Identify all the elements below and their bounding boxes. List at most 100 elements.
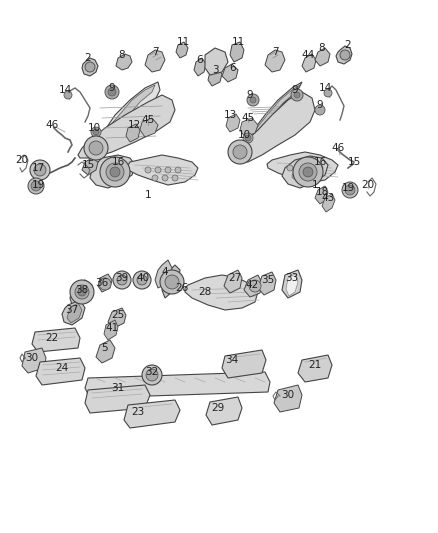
- Polygon shape: [208, 68, 222, 86]
- Text: 5: 5: [102, 343, 108, 353]
- Polygon shape: [315, 48, 330, 66]
- Circle shape: [324, 89, 332, 97]
- Polygon shape: [194, 58, 206, 76]
- Text: 18: 18: [315, 187, 328, 197]
- Circle shape: [105, 85, 119, 99]
- Circle shape: [292, 173, 298, 179]
- Polygon shape: [85, 82, 160, 152]
- Text: 22: 22: [46, 333, 59, 343]
- Circle shape: [155, 167, 161, 173]
- Text: 28: 28: [198, 287, 212, 297]
- Circle shape: [113, 271, 131, 289]
- Circle shape: [228, 140, 252, 164]
- Polygon shape: [298, 355, 332, 382]
- Polygon shape: [96, 340, 115, 363]
- Circle shape: [293, 157, 323, 187]
- Circle shape: [250, 97, 256, 103]
- Text: 9: 9: [247, 90, 253, 100]
- Circle shape: [243, 133, 253, 143]
- Text: 44: 44: [301, 50, 314, 60]
- Text: 10: 10: [237, 130, 251, 140]
- Circle shape: [146, 369, 158, 381]
- Circle shape: [64, 91, 72, 99]
- Polygon shape: [162, 265, 180, 298]
- Circle shape: [28, 178, 44, 194]
- Polygon shape: [32, 328, 80, 352]
- Circle shape: [75, 285, 89, 299]
- Polygon shape: [124, 400, 180, 428]
- Text: 15: 15: [81, 160, 95, 170]
- Polygon shape: [230, 42, 244, 62]
- Polygon shape: [286, 274, 298, 296]
- Text: 19: 19: [32, 180, 45, 190]
- Text: 38: 38: [75, 285, 88, 295]
- Circle shape: [299, 163, 317, 181]
- Text: 7: 7: [152, 47, 158, 57]
- Polygon shape: [282, 270, 302, 298]
- Circle shape: [31, 181, 41, 191]
- Text: 16: 16: [111, 157, 125, 167]
- Text: 19: 19: [341, 183, 355, 193]
- Polygon shape: [78, 95, 175, 158]
- Text: 16: 16: [313, 157, 327, 167]
- Polygon shape: [315, 186, 328, 204]
- Circle shape: [249, 280, 261, 292]
- Text: 1: 1: [312, 180, 318, 190]
- Polygon shape: [116, 54, 132, 70]
- Text: 9: 9: [317, 100, 323, 110]
- Polygon shape: [145, 50, 165, 72]
- Circle shape: [85, 62, 95, 72]
- Text: 43: 43: [321, 193, 335, 203]
- Text: 7: 7: [272, 47, 278, 57]
- Text: 8: 8: [119, 50, 125, 60]
- Polygon shape: [222, 64, 238, 82]
- Text: 46: 46: [46, 120, 59, 130]
- Circle shape: [247, 94, 259, 106]
- Circle shape: [303, 167, 313, 177]
- Circle shape: [302, 173, 308, 179]
- Circle shape: [89, 141, 103, 155]
- Circle shape: [315, 105, 325, 115]
- Polygon shape: [85, 385, 150, 413]
- Polygon shape: [98, 274, 112, 292]
- Polygon shape: [140, 118, 158, 137]
- Polygon shape: [258, 272, 276, 295]
- Text: 31: 31: [111, 383, 125, 393]
- Circle shape: [30, 160, 50, 180]
- Text: 30: 30: [282, 390, 295, 400]
- Text: 45: 45: [241, 113, 254, 123]
- Text: 45: 45: [141, 115, 155, 125]
- Circle shape: [162, 175, 168, 181]
- Circle shape: [84, 136, 108, 160]
- Polygon shape: [244, 275, 262, 297]
- Circle shape: [34, 164, 46, 176]
- Polygon shape: [232, 92, 315, 162]
- Circle shape: [342, 182, 358, 198]
- Text: 24: 24: [55, 363, 69, 373]
- Text: 39: 39: [115, 273, 129, 283]
- Circle shape: [291, 89, 303, 101]
- Text: 36: 36: [95, 278, 109, 288]
- Polygon shape: [98, 85, 155, 148]
- Text: 42: 42: [245, 280, 258, 290]
- Polygon shape: [67, 303, 82, 323]
- Text: 20: 20: [361, 180, 374, 190]
- Polygon shape: [336, 46, 352, 64]
- Circle shape: [172, 175, 178, 181]
- Polygon shape: [155, 260, 172, 288]
- Text: 20: 20: [15, 155, 28, 165]
- Circle shape: [100, 157, 130, 187]
- Circle shape: [233, 145, 247, 159]
- Circle shape: [137, 275, 147, 285]
- Text: 11: 11: [231, 37, 245, 47]
- Polygon shape: [36, 358, 85, 385]
- Text: 2: 2: [85, 53, 91, 63]
- Circle shape: [340, 50, 350, 60]
- Polygon shape: [70, 280, 92, 305]
- Polygon shape: [282, 156, 328, 188]
- Polygon shape: [176, 42, 188, 58]
- Text: 21: 21: [308, 360, 321, 370]
- Polygon shape: [242, 85, 300, 148]
- Circle shape: [133, 271, 151, 289]
- Text: 8: 8: [319, 43, 325, 53]
